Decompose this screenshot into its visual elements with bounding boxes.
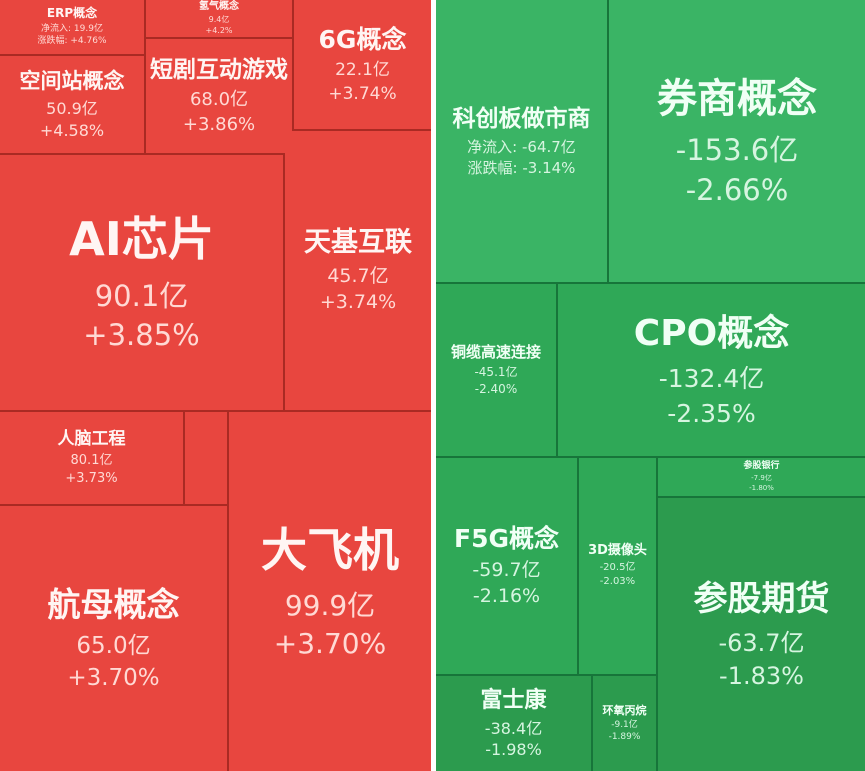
treemap-tile-star-market-maker[interactable]: 科创板做市商 净流入: -64.7亿 涨跌幅: -3.14% [436,0,607,282]
tile-change: 涨跌幅: +4.76% [37,36,107,47]
tile-label: 铜缆高速连接 [450,343,541,362]
treemap-tile-cpo-concept[interactable]: CPO概念 -132.4亿 -2.35% [558,284,865,456]
treemap-tile-short-drama-games[interactable]: 短剧互动游戏 68.0亿 +3.86% [146,39,292,153]
treemap-tile-erp-concept[interactable]: ERP概念 净流入: 19.9亿 涨跌幅: +4.76% [0,0,144,54]
tile-label: 空间站概念 [19,69,125,94]
tile-net-inflow: -132.4亿 [658,364,765,394]
tile-net-inflow: -7.9亿 [751,474,772,483]
tile-net-inflow: 净流入: -64.7亿 [467,138,576,156]
tile-change: -1.98% [485,740,542,760]
tile-change: +4.2% [205,26,233,36]
tile-change: +4.58% [39,120,105,140]
tile-label: 短剧互动游戏 [150,56,288,83]
tile-change: +3.70% [273,627,387,661]
tile-label: 航母概念 [47,585,180,625]
tile-net-inflow: -59.7亿 [472,559,541,582]
tile-change: 涨跌幅: -3.14% [467,158,576,177]
tile-label: ERP概念 [46,6,98,21]
tile-label: 参股期货 [693,579,830,620]
tile-change: +3.73% [65,471,118,487]
tile-label: 6G概念 [318,25,407,55]
tile-net-inflow: -20.5亿 [599,562,636,574]
tile-label: 天基互联 [304,226,412,258]
tile-label: 券商概念 [657,75,817,122]
tile-net-inflow: 68.0亿 [189,89,249,111]
tile-label: 富士康 [480,687,547,713]
treemap-tile-3d-camera[interactable]: 3D摄像头 -20.5亿 -2.03% [579,458,656,674]
tile-label: F5G概念 [454,523,559,553]
treemap-tile-foxconn[interactable]: 富士康 -38.4亿 -1.98% [436,676,591,771]
treemap-tile-unlabeled[interactable] [185,412,227,504]
tile-label: 氢气概念 [199,0,239,12]
tile-change: -2.66% [685,172,789,207]
tile-change: +3.70% [67,664,160,691]
tile-net-inflow: -45.1亿 [474,365,518,380]
treemap-tile-space-station[interactable]: 空间站概念 50.9亿 +4.58% [0,56,144,153]
tile-net-inflow: -9.1亿 [611,719,638,730]
tile-change: +3.74% [319,291,397,314]
tile-net-inflow: 80.1亿 [70,453,113,469]
tile-change: -2.03% [599,576,636,588]
treemap-tile-6g-concept[interactable]: 6G概念 22.1亿 +3.74% [294,0,431,129]
tile-label: AI芯片 [69,212,214,267]
treemap-tile-hydrogen-concept[interactable]: 氢气概念 9.4亿 +4.2% [146,0,292,37]
treemap-tile-bank-stake[interactable]: 参股银行 -7.9亿 -1.80% [658,458,865,496]
tile-label: 科创板做市商 [452,105,591,132]
treemap-tile-big-aircraft[interactable]: 大飞机 99.9亿 +3.70% [229,412,431,771]
tile-label: 3D摄像头 [588,543,647,559]
tile-label: CPO概念 [633,313,790,355]
tile-net-inflow: -38.4亿 [484,718,543,738]
tile-change: +3.86% [182,113,256,135]
tile-label: 参股银行 [743,461,780,472]
tile-net-inflow: 45.7亿 [327,265,389,288]
tile-net-inflow: 50.9亿 [46,98,98,118]
tile-change: +3.85% [83,318,200,353]
treemap-tile-epoxy-propane[interactable]: 环氧丙烷 -9.1亿 -1.89% [593,676,656,771]
treemap-tile-ai-chip[interactable]: AI芯片 90.1亿 +3.85% [0,155,283,410]
tile-net-inflow: -63.7亿 [718,628,805,657]
tile-net-inflow: 净流入: 19.9亿 [41,23,103,34]
tile-net-inflow: -153.6亿 [675,133,799,168]
tile-label: 环氧丙烷 [602,703,647,717]
tile-change: -2.35% [667,398,756,428]
tile-net-inflow: 65.0亿 [76,633,151,660]
treemap-tile-copper-cable[interactable]: 铜缆高速连接 -45.1亿 -2.40% [436,284,556,456]
tile-change: -1.80% [749,483,774,492]
treemap-tile-brain-engineering[interactable]: 人脑工程 80.1亿 +3.73% [0,412,183,504]
treemap-tile-brokerage-concept[interactable]: 券商概念 -153.6亿 -2.66% [609,0,865,282]
treemap-tile-satellite-internet[interactable]: 天基互联 45.7亿 +3.74% [285,131,431,410]
treemap-tile-f5g-concept[interactable]: F5G概念 -59.7亿 -2.16% [436,458,577,674]
tile-net-inflow: 22.1亿 [335,60,390,81]
tile-label: 人脑工程 [57,428,126,449]
tile-change: -2.40% [474,381,518,396]
tile-label: 大飞机 [261,522,399,577]
tile-change: -1.89% [608,732,641,743]
tile-change: +3.74% [328,83,397,104]
tile-net-inflow: 99.9亿 [284,589,376,622]
tile-change: -1.83% [719,661,804,690]
treemap-tile-futures-stake[interactable]: 参股期货 -63.7亿 -1.83% [658,498,865,771]
tile-net-inflow: 9.4亿 [208,15,230,25]
tile-net-inflow: 90.1亿 [94,278,189,313]
tile-change: -2.16% [472,585,541,608]
treemap-tile-aircraft-carrier[interactable]: 航母概念 65.0亿 +3.70% [0,506,227,771]
